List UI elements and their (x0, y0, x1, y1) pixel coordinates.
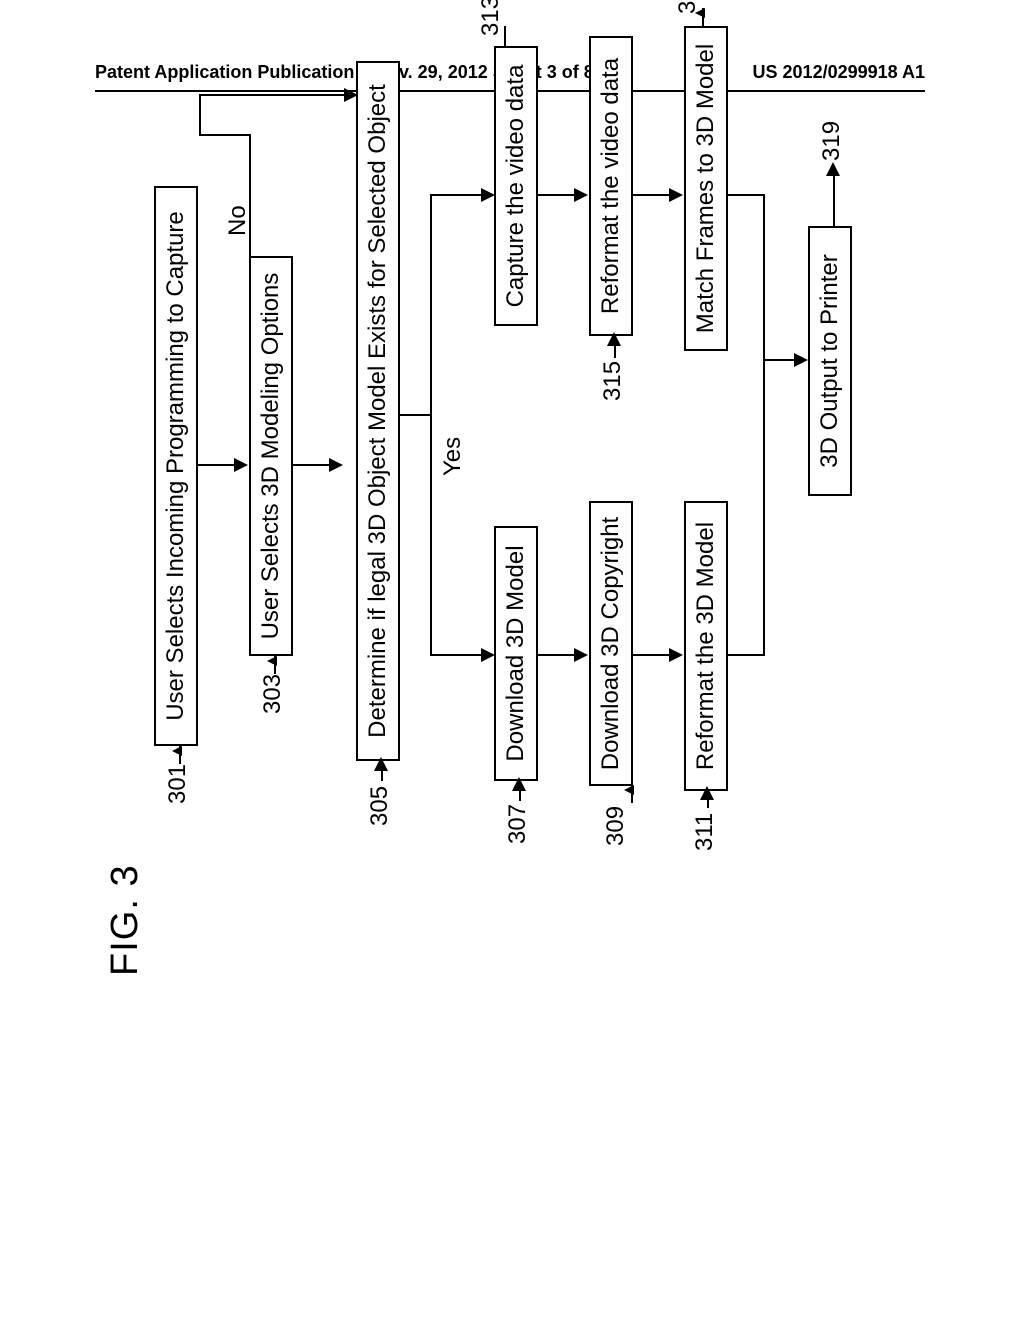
node-301: User Selects Incoming Programming to Cap… (154, 186, 198, 746)
edge-313-315-head (574, 188, 588, 202)
edge-no-h1 (249, 134, 251, 256)
edge-305-split (400, 414, 430, 416)
leader-313 (504, 26, 506, 46)
edge-no-h2 (199, 96, 201, 136)
ref-309: 309 (602, 806, 630, 846)
leader-315-head (607, 332, 621, 346)
edge-merge-319 (763, 359, 798, 361)
edge-305-hsplit (430, 196, 432, 656)
edge-309-311-head (669, 648, 683, 662)
node-315: Reformat the video data (589, 36, 633, 336)
label-yes: Yes (439, 437, 467, 476)
node-303: User Selects 3D Modeling Options (249, 256, 293, 656)
figure-area: FIG. 3 User Selects Incoming Programming… (104, 160, 920, 1190)
edge-309-311 (633, 654, 673, 656)
ref-319: 319 (818, 121, 846, 161)
edge-303-305 (293, 464, 333, 466)
ref-307: 307 (504, 804, 532, 844)
node-305: Determine if legal 3D Object Model Exist… (356, 61, 400, 761)
leader-319 (833, 171, 835, 226)
edge-305-313 (430, 194, 485, 196)
edge-301-303-head (234, 458, 248, 472)
figure-title: FIG. 3 (104, 864, 147, 976)
edge-307-309-head (574, 648, 588, 662)
leader-303-tick (267, 656, 277, 666)
node-319: 3D Output to Printer (808, 226, 852, 496)
edge-311-merge (728, 654, 763, 656)
ref-303: 303 (259, 674, 287, 714)
ref-305: 305 (366, 786, 394, 826)
leader-311-head (700, 786, 714, 800)
edge-303-305-head (329, 458, 343, 472)
label-no: No (224, 205, 252, 236)
edge-merge-h (763, 194, 765, 656)
edge-no-v2 (199, 94, 349, 96)
ref-313: 313 (477, 0, 505, 36)
figure-3: FIG. 3 User Selects Incoming Programming… (104, 0, 920, 976)
node-309: Download 3D Copyright (589, 501, 633, 786)
edge-305-307-head (481, 648, 495, 662)
edge-305-307 (430, 654, 485, 656)
ref-311: 311 (691, 813, 719, 851)
leader-319-head (826, 162, 840, 176)
edge-no-v (199, 134, 249, 136)
edge-301-303 (198, 464, 238, 466)
node-307: Download 3D Model (494, 526, 538, 781)
edge-317-merge (728, 194, 763, 196)
edge-307-309 (538, 654, 578, 656)
node-311: Reformat the 3D Model (684, 501, 728, 791)
edge-305-313-head (481, 188, 495, 202)
leader-301-tick (172, 746, 182, 756)
edge-315-317 (633, 194, 673, 196)
leader-317-tick (695, 8, 705, 18)
edge-315-317-head (669, 188, 683, 202)
leader-305-head (374, 757, 388, 771)
node-313: Capture the video data (494, 46, 538, 326)
page: Patent Application Publication Nov. 29, … (0, 0, 1024, 1320)
ref-301: 301 (164, 764, 192, 804)
edge-merge-319-head (794, 353, 808, 367)
leader-307-head (512, 777, 526, 791)
ref-315: 315 (599, 361, 627, 401)
node-317: Match Frames to 3D Model (684, 26, 728, 351)
edge-313-315 (538, 194, 578, 196)
leader-309-tick (624, 785, 634, 795)
